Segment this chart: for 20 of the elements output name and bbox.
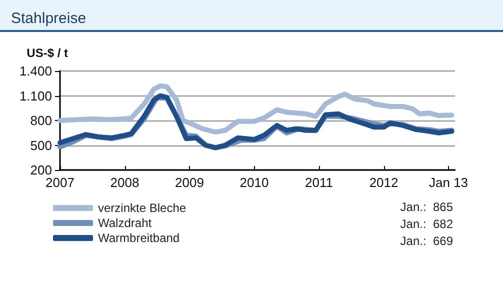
- legend-label: Walzdraht: [98, 216, 152, 230]
- x-tick-label: 2011: [305, 175, 333, 190]
- chart-title: Stahlpreise: [11, 10, 86, 27]
- y-tick-label: 800: [30, 113, 52, 128]
- x-tick-label: Jan 13: [429, 175, 468, 190]
- legend-label: Warmbreitband: [98, 231, 180, 245]
- x-tick-label: 2010: [240, 175, 269, 190]
- y-tick-label: 500: [30, 138, 52, 153]
- x-tick-label: 2009: [175, 175, 204, 190]
- text: Jan.: 865: [400, 200, 454, 214]
- y-axis-title: US-$ / t: [26, 46, 68, 60]
- x-tick-label: 2012: [369, 175, 398, 190]
- x-tick-label: 2007: [46, 175, 74, 190]
- y-tick-label: 1.100: [19, 88, 52, 104]
- y-tick-label: 200: [30, 162, 52, 178]
- y-tick-label: 1.400: [19, 64, 52, 78]
- text: Jan.: 669: [400, 234, 454, 248]
- text: Jan.: 682: [400, 217, 454, 231]
- legend-label: verzinkte Bleche: [98, 201, 186, 215]
- x-tick-label: 2008: [110, 175, 140, 190]
